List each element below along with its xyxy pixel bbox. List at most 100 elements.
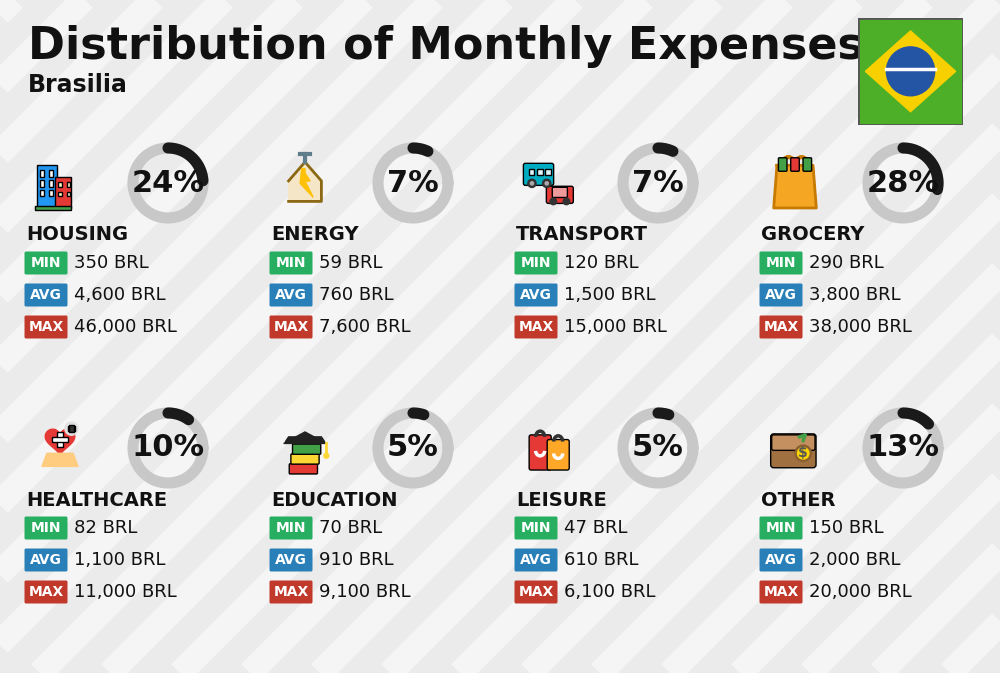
Text: 350 BRL: 350 BRL <box>74 254 149 272</box>
FancyBboxPatch shape <box>24 581 68 604</box>
FancyBboxPatch shape <box>270 252 312 275</box>
Text: GROCERY: GROCERY <box>761 225 864 244</box>
FancyBboxPatch shape <box>58 182 62 186</box>
Text: 7%: 7% <box>632 168 684 197</box>
Text: AVG: AVG <box>275 553 307 567</box>
Text: $: $ <box>798 446 808 460</box>
Text: 3,800 BRL: 3,800 BRL <box>809 286 901 304</box>
Circle shape <box>543 179 551 188</box>
FancyBboxPatch shape <box>57 432 63 447</box>
FancyBboxPatch shape <box>514 316 558 339</box>
Text: 28%: 28% <box>866 168 940 197</box>
FancyBboxPatch shape <box>778 157 787 171</box>
FancyBboxPatch shape <box>68 426 75 431</box>
Polygon shape <box>300 169 313 197</box>
Text: AVG: AVG <box>275 288 307 302</box>
FancyBboxPatch shape <box>49 190 53 197</box>
Text: EDUCATION: EDUCATION <box>271 491 398 509</box>
FancyBboxPatch shape <box>24 516 68 540</box>
Polygon shape <box>42 454 78 466</box>
Text: 47 BRL: 47 BRL <box>564 519 628 537</box>
FancyBboxPatch shape <box>760 283 802 306</box>
Text: 46,000 BRL: 46,000 BRL <box>74 318 177 336</box>
Circle shape <box>795 445 811 462</box>
Text: MAX: MAX <box>273 320 309 334</box>
FancyBboxPatch shape <box>270 316 312 339</box>
Circle shape <box>563 198 570 205</box>
Polygon shape <box>774 166 816 208</box>
Text: 10%: 10% <box>131 433 205 462</box>
FancyBboxPatch shape <box>537 169 543 175</box>
FancyBboxPatch shape <box>289 464 317 474</box>
Text: AVG: AVG <box>30 288 62 302</box>
FancyBboxPatch shape <box>760 548 802 571</box>
Text: 760 BRL: 760 BRL <box>319 286 394 304</box>
FancyBboxPatch shape <box>40 180 44 186</box>
FancyBboxPatch shape <box>24 283 68 306</box>
FancyBboxPatch shape <box>40 170 44 177</box>
FancyBboxPatch shape <box>545 169 551 175</box>
Text: OTHER: OTHER <box>761 491 836 509</box>
FancyBboxPatch shape <box>49 170 53 177</box>
Text: MIN: MIN <box>276 256 306 270</box>
FancyBboxPatch shape <box>291 454 319 464</box>
Text: 610 BRL: 610 BRL <box>564 551 639 569</box>
FancyBboxPatch shape <box>546 186 573 203</box>
Text: 9,100 BRL: 9,100 BRL <box>319 583 411 601</box>
Text: AVG: AVG <box>520 288 552 302</box>
FancyBboxPatch shape <box>270 548 312 571</box>
FancyBboxPatch shape <box>67 192 70 197</box>
Text: MIN: MIN <box>766 256 796 270</box>
Circle shape <box>324 454 329 458</box>
FancyBboxPatch shape <box>791 157 799 171</box>
FancyBboxPatch shape <box>69 425 74 432</box>
FancyBboxPatch shape <box>37 166 57 208</box>
Text: HOUSING: HOUSING <box>26 225 128 244</box>
FancyBboxPatch shape <box>52 437 68 441</box>
Polygon shape <box>45 429 75 456</box>
Text: AVG: AVG <box>30 553 62 567</box>
Text: MAX: MAX <box>518 320 554 334</box>
FancyBboxPatch shape <box>858 18 963 125</box>
Text: HEALTHCARE: HEALTHCARE <box>26 491 167 509</box>
FancyBboxPatch shape <box>270 283 312 306</box>
Polygon shape <box>865 31 956 112</box>
Text: MAX: MAX <box>28 585 64 599</box>
FancyBboxPatch shape <box>760 316 802 339</box>
Text: ENERGY: ENERGY <box>271 225 359 244</box>
Text: LEISURE: LEISURE <box>516 491 607 509</box>
FancyBboxPatch shape <box>547 439 569 470</box>
Polygon shape <box>302 169 310 181</box>
Text: MIN: MIN <box>276 521 306 535</box>
Text: 59 BRL: 59 BRL <box>319 254 382 272</box>
FancyBboxPatch shape <box>760 581 802 604</box>
FancyBboxPatch shape <box>24 316 68 339</box>
Text: MAX: MAX <box>273 585 309 599</box>
Text: 290 BRL: 290 BRL <box>809 254 884 272</box>
Text: 910 BRL: 910 BRL <box>319 551 394 569</box>
FancyBboxPatch shape <box>49 180 53 186</box>
Text: 1,500 BRL: 1,500 BRL <box>564 286 656 304</box>
FancyBboxPatch shape <box>523 164 554 185</box>
Circle shape <box>530 182 534 185</box>
Text: Brasilia: Brasilia <box>28 73 128 97</box>
Circle shape <box>65 422 78 435</box>
Circle shape <box>550 198 557 205</box>
FancyBboxPatch shape <box>35 205 71 209</box>
Text: 120 BRL: 120 BRL <box>564 254 639 272</box>
Text: Distribution of Monthly Expenses: Distribution of Monthly Expenses <box>28 25 864 68</box>
Polygon shape <box>284 432 326 444</box>
Text: 5%: 5% <box>632 433 684 462</box>
Text: AVG: AVG <box>765 553 797 567</box>
FancyBboxPatch shape <box>529 169 534 175</box>
FancyBboxPatch shape <box>514 581 558 604</box>
Text: 38,000 BRL: 38,000 BRL <box>809 318 912 336</box>
Text: MAX: MAX <box>763 585 799 599</box>
Text: 5%: 5% <box>387 433 439 462</box>
Text: 70 BRL: 70 BRL <box>319 519 382 537</box>
FancyBboxPatch shape <box>58 192 62 197</box>
FancyBboxPatch shape <box>270 516 312 540</box>
Polygon shape <box>285 437 325 441</box>
Text: MAX: MAX <box>763 320 799 334</box>
Text: MIN: MIN <box>521 256 551 270</box>
